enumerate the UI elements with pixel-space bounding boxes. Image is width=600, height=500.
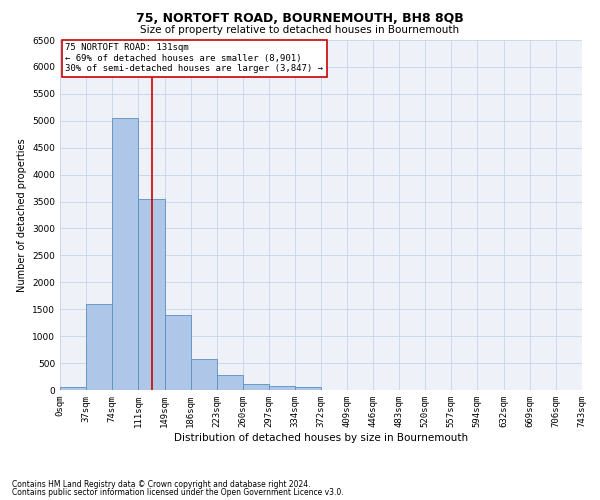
Text: Contains public sector information licensed under the Open Government Licence v3: Contains public sector information licen… bbox=[12, 488, 344, 497]
Bar bbox=[191, 359, 217, 390]
Bar bbox=[112, 118, 138, 390]
Bar bbox=[217, 376, 242, 390]
Bar bbox=[60, 388, 86, 390]
Bar bbox=[138, 199, 164, 390]
Bar bbox=[165, 314, 191, 390]
Bar bbox=[86, 304, 112, 390]
Text: 75, NORTOFT ROAD, BOURNEMOUTH, BH8 8QB: 75, NORTOFT ROAD, BOURNEMOUTH, BH8 8QB bbox=[136, 12, 464, 26]
Text: Contains HM Land Registry data © Crown copyright and database right 2024.: Contains HM Land Registry data © Crown c… bbox=[12, 480, 311, 489]
X-axis label: Distribution of detached houses by size in Bournemouth: Distribution of detached houses by size … bbox=[174, 432, 468, 442]
Y-axis label: Number of detached properties: Number of detached properties bbox=[17, 138, 26, 292]
Text: 75 NORTOFT ROAD: 131sqm
← 69% of detached houses are smaller (8,901)
30% of semi: 75 NORTOFT ROAD: 131sqm ← 69% of detache… bbox=[65, 44, 323, 74]
Bar bbox=[243, 384, 269, 390]
Bar bbox=[269, 386, 295, 390]
Text: Size of property relative to detached houses in Bournemouth: Size of property relative to detached ho… bbox=[140, 25, 460, 35]
Bar bbox=[295, 388, 321, 390]
